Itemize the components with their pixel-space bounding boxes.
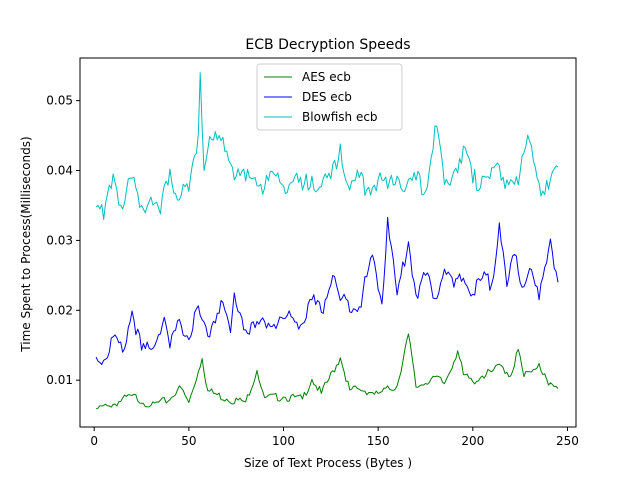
series-line-des-ecb: [95, 216, 559, 365]
series-line-aes-ecb: [95, 333, 559, 410]
y-axis-label: Time Spent to Process(Milliseconds): [19, 136, 33, 352]
chart-title: ECB Decryption Speeds: [245, 37, 410, 53]
y-tick-label: 0.01: [46, 373, 73, 387]
legend-entry-label: AES ecb: [302, 70, 351, 84]
y-tick-label: 0.03: [46, 233, 73, 247]
legend-entry-label: DES ecb: [302, 90, 352, 104]
series-line-blowfish-ecb: [95, 72, 559, 220]
x-tick-label: 50: [181, 434, 196, 448]
legend-entry-label: Blowfish ecb: [302, 110, 378, 124]
x-tick-label: 150: [367, 434, 390, 448]
x-tick-label: 200: [461, 434, 484, 448]
y-tick-label: 0.04: [46, 164, 73, 178]
plot-area: 0 50 100 150 200 250 0.01 0.02 0.03 0.04 0.05: [46, 57, 579, 448]
y-tick-label: 0.05: [46, 94, 73, 108]
plot-frame: [79, 57, 577, 428]
x-tick-label: 0: [90, 434, 98, 448]
x-axis-label: Size of Text Process (Bytes ): [244, 456, 412, 470]
x-tick-label: 100: [272, 434, 295, 448]
legend: AES ecb DES ecb Blowfish ecb: [256, 63, 403, 131]
legend-box: [256, 63, 403, 131]
y-tick-label: 0.02: [46, 303, 73, 317]
x-tick-label: 250: [556, 434, 579, 448]
